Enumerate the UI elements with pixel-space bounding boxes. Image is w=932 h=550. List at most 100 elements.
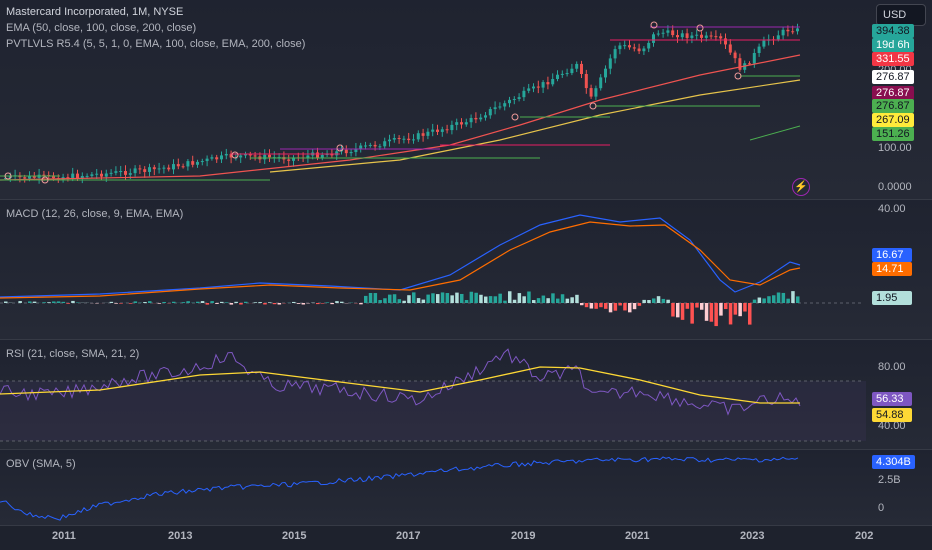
macd-histogram-bar [296,303,301,304]
macd-histogram-bar [402,300,406,303]
macd-histogram-bar [618,303,622,306]
price-candle [647,42,651,49]
price-candle [786,29,790,32]
macd-histogram-bar [71,300,75,303]
obv-pane[interactable] [0,450,932,525]
price-candle [224,153,228,156]
macd-histogram-bar [234,301,238,303]
macd-histogram-bar [52,301,56,303]
macd-histogram-bar [66,303,70,304]
macd-histogram-bar [661,298,666,303]
price-candle [167,167,171,170]
obv-scale-label: 2.5B [878,474,901,486]
price-candle [623,45,627,47]
price-candle [124,171,127,175]
price-candle [114,171,118,173]
price-badge: 267.09 [872,113,914,127]
macd-histogram-bar [268,302,272,303]
ema-legend[interactable]: EMA (50, close, 100, close, 200, close) [6,22,197,34]
macd-histogram-bar [714,303,718,327]
price-candle [575,63,579,69]
price-candle [186,161,190,167]
price-candle [546,82,550,85]
obv-legend[interactable]: OBV (SMA, 5) [6,458,76,470]
price-pane[interactable] [0,0,932,199]
macd-histogram-bar [522,296,526,303]
pvt-legend[interactable]: PVTLVLS R5.4 (5, 5, 1, 0, EMA, 100, clos… [6,38,306,50]
macd-histogram-bar [656,296,661,303]
price-candle [738,58,742,70]
currency-button[interactable]: USD [876,4,926,26]
trend-line [749,125,801,141]
macd-histogram-bar [484,296,488,303]
macd-histogram-bar [244,301,248,303]
macd-histogram-bar [570,297,574,303]
price-candle [632,47,636,49]
macd-histogram-bar [186,301,190,303]
price-candle [560,73,564,75]
price-candle [613,49,617,59]
symbol-title[interactable]: Mastercard Incorporated, 1M, NYSE [6,6,184,18]
pivot-marker [734,72,742,80]
price-candle [42,174,46,176]
time-axis-label: 2015 [282,530,307,542]
macd-legend[interactable]: MACD (12, 26, close, 9, EMA, EMA) [6,208,184,220]
macd-histogram-bar [143,302,147,303]
price-candle [220,155,223,160]
pivot-marker [231,151,239,159]
macd-histogram-bar [373,293,378,303]
macd-histogram-bar [580,303,584,306]
macd-histogram-bar [392,294,397,303]
macd-histogram-bar [556,298,560,303]
price-candle [229,153,233,158]
price-candle [335,151,339,156]
price-candle [162,167,166,169]
pane-separator[interactable] [0,339,932,340]
macd-histogram-bar [613,303,618,311]
rsi-pane[interactable] [0,340,932,449]
pane-separator[interactable] [0,449,932,450]
macd-badge: 1.95 [872,291,912,305]
pivot-marker [650,21,658,29]
price-candle [671,30,675,36]
pane-separator[interactable] [0,199,932,200]
price-candle [748,63,751,65]
macd-histogram-bar [388,294,392,303]
macd-histogram-bar [623,303,627,311]
macd-histogram-bar [642,299,646,303]
macd-histogram-bar [148,301,152,303]
time-axis-label: 2019 [511,530,536,542]
price-candle [599,77,603,89]
price-candle [436,129,439,132]
macd-histogram-bar [397,299,402,303]
price-candle [402,138,406,140]
price-candle [148,167,151,172]
macd-histogram-bar [42,302,46,303]
price-scale-label: 100.00 [878,142,912,154]
price-candle [469,117,473,123]
time-axis-border [0,525,932,526]
time-axis-label: 2011 [52,530,76,542]
price-candle [680,33,684,38]
price-candle [253,155,257,157]
macd-histogram-bar [181,302,186,303]
rsi-legend[interactable]: RSI (21, close, SMA, 21, 2) [6,348,140,360]
price-candle [172,164,175,170]
rsi-ma-line [0,366,800,404]
price-candle [570,68,574,74]
macd-pane[interactable] [0,200,932,339]
price-candle [364,145,367,147]
macd-histogram-bar [536,298,541,303]
price-candle [488,109,492,116]
price-candle [503,103,507,107]
macd-histogram-bar [431,293,435,303]
price-candle [8,176,12,178]
macd-histogram-bar [416,298,421,303]
price-candle [368,144,372,146]
lightning-icon[interactable]: ⚡ [792,178,810,196]
macd-histogram-bar [76,302,80,303]
price-candle [512,99,516,101]
chart-canvas[interactable] [0,0,866,550]
macd-histogram-bar [109,301,114,303]
macd-histogram-bar [498,293,502,303]
